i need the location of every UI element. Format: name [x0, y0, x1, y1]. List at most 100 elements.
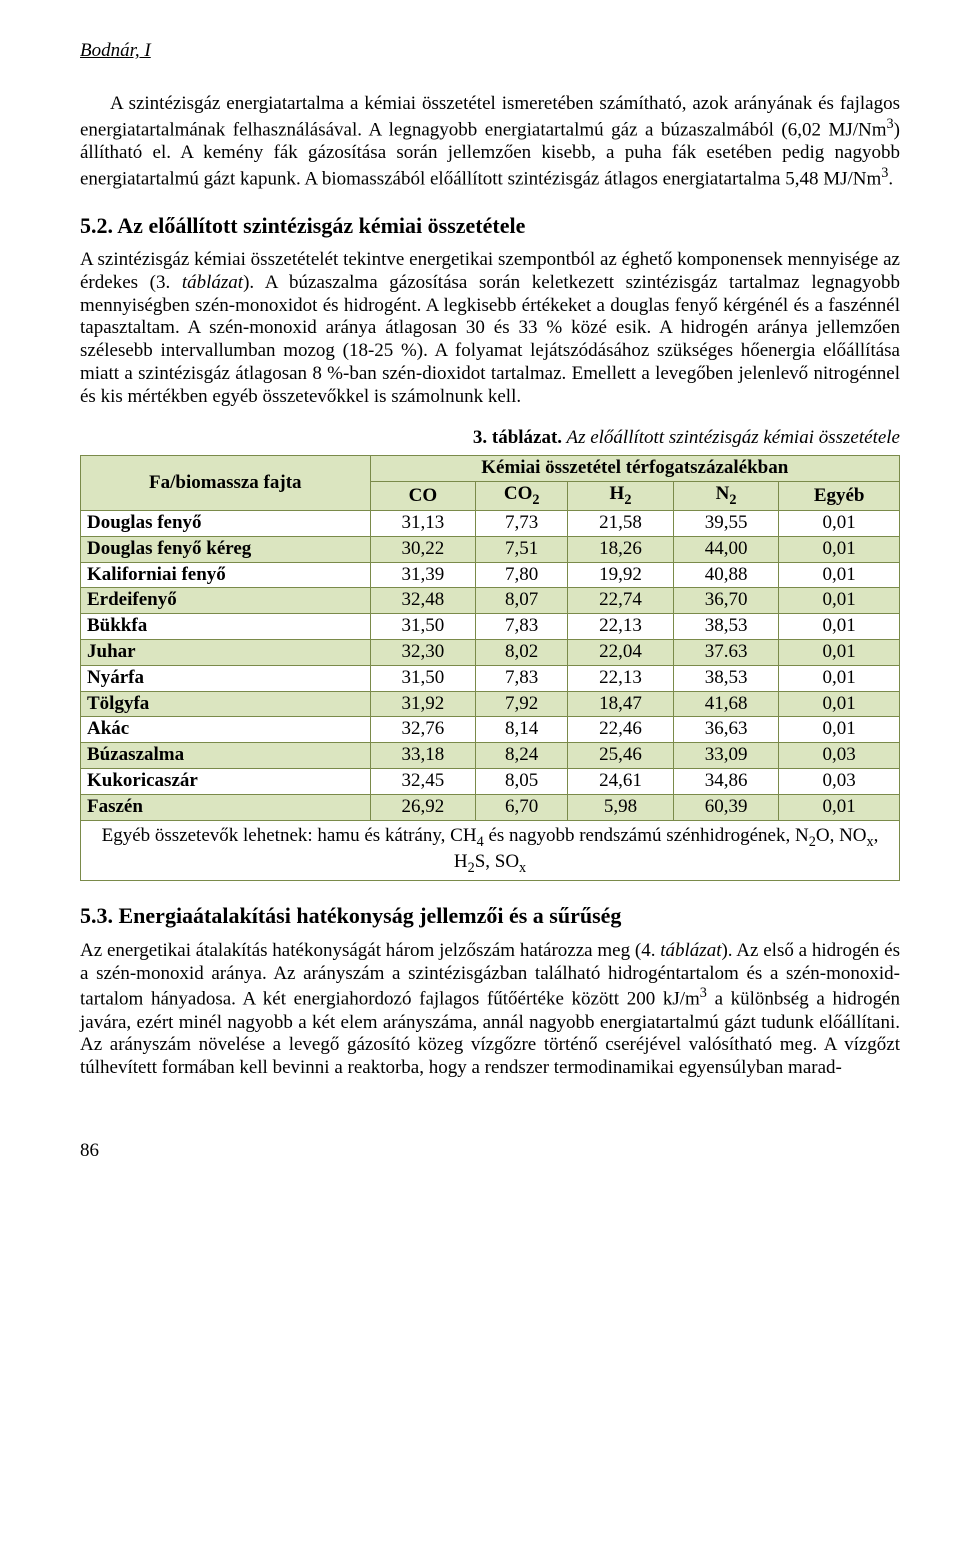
table-row: Bükkfa31,507,8322,1338,530,01 [81, 614, 900, 640]
paragraph-1: A szintézisgáz energiatartalma a kémiai … [80, 93, 900, 191]
cell: 22,74 [568, 588, 674, 614]
cell: 0,01 [779, 511, 900, 537]
col-header-material: Fa/biomassza fajta [81, 456, 371, 511]
col-header-2: H2 [568, 482, 674, 511]
row-label: Nyárfa [81, 665, 371, 691]
row-label: Bükkfa [81, 614, 371, 640]
table-row: Akác32,768,1422,4636,630,01 [81, 717, 900, 743]
table-row: Erdeifenyő32,488,0722,7436,700,01 [81, 588, 900, 614]
cell: 7,73 [476, 511, 568, 537]
cell: 0,01 [779, 614, 900, 640]
cell: 0,01 [779, 665, 900, 691]
cell: 34,86 [673, 769, 779, 795]
row-label: Kaliforniai fenyő [81, 562, 371, 588]
cell: 31,92 [370, 691, 476, 717]
cell: 31,50 [370, 614, 476, 640]
cell: 8,14 [476, 717, 568, 743]
row-label: Douglas fenyő [81, 511, 371, 537]
cell: 19,92 [568, 562, 674, 588]
cell: 36,70 [673, 588, 779, 614]
cell: 18,47 [568, 691, 674, 717]
cell: 24,61 [568, 769, 674, 795]
paragraph-2: A szintézisgáz kémiai összetételét tekin… [80, 249, 900, 409]
table-row: Juhar32,308,0222,0437.630,01 [81, 640, 900, 666]
cell: 0,01 [779, 691, 900, 717]
row-label: Kukoricaszár [81, 769, 371, 795]
cell: 38,53 [673, 665, 779, 691]
col-header-0: CO [370, 482, 476, 511]
row-label: Erdeifenyő [81, 588, 371, 614]
cell: 32,48 [370, 588, 476, 614]
cell: 38,53 [673, 614, 779, 640]
table-row: Nyárfa31,507,8322,1338,530,01 [81, 665, 900, 691]
author-header: Bodnár, I [80, 40, 900, 63]
cell: 7,83 [476, 614, 568, 640]
paragraph-3: Az energetikai átalakítás hatékonyságát … [80, 940, 900, 1080]
cell: 60,39 [673, 794, 779, 820]
cell: 40,88 [673, 562, 779, 588]
col-header-1: CO2 [476, 482, 568, 511]
row-label: Juhar [81, 640, 371, 666]
cell: 8,24 [476, 743, 568, 769]
table-row: Douglas fenyő31,137,7321,5839,550,01 [81, 511, 900, 537]
cell: 44,00 [673, 536, 779, 562]
cell: 31,50 [370, 665, 476, 691]
cell: 39,55 [673, 511, 779, 537]
cell: 22,46 [568, 717, 674, 743]
cell: 0,01 [779, 640, 900, 666]
cell: 6,70 [476, 794, 568, 820]
cell: 7,92 [476, 691, 568, 717]
cell: 25,46 [568, 743, 674, 769]
cell: 5,98 [568, 794, 674, 820]
cell: 26,92 [370, 794, 476, 820]
cell: 0,01 [779, 717, 900, 743]
cell: 33,18 [370, 743, 476, 769]
page-number: 86 [80, 1140, 900, 1163]
cell: 22,13 [568, 614, 674, 640]
composition-table: Fa/biomassza fajta Kémiai összetétel tér… [80, 455, 900, 881]
cell: 22,13 [568, 665, 674, 691]
cell: 0,03 [779, 743, 900, 769]
cell: 0,03 [779, 769, 900, 795]
cell: 22,04 [568, 640, 674, 666]
cell: 18,26 [568, 536, 674, 562]
table-row: Faszén26,926,705,9860,390,01 [81, 794, 900, 820]
table-caption: 3. táblázat. Az előállított szintézisgáz… [80, 427, 900, 450]
cell: 0,01 [779, 562, 900, 588]
cell: 7,83 [476, 665, 568, 691]
table-caption-text: Az előállított szintézisgáz kémiai össze… [562, 427, 900, 448]
cell: 36,63 [673, 717, 779, 743]
cell: 33,09 [673, 743, 779, 769]
cell: 0,01 [779, 536, 900, 562]
cell: 21,58 [568, 511, 674, 537]
row-label: Faszén [81, 794, 371, 820]
col-header-group: Kémiai összetétel térfogatszázalékban [370, 456, 899, 482]
section-5-2-title: 5.2. Az előállított szintézisgáz kémiai … [80, 213, 900, 239]
cell: 41,68 [673, 691, 779, 717]
cell: 32,30 [370, 640, 476, 666]
cell: 30,22 [370, 536, 476, 562]
cell: 31,39 [370, 562, 476, 588]
table-row: Kaliforniai fenyő31,397,8019,9240,880,01 [81, 562, 900, 588]
cell: 8,07 [476, 588, 568, 614]
cell: 0,01 [779, 588, 900, 614]
cell: 8,05 [476, 769, 568, 795]
cell: 7,51 [476, 536, 568, 562]
table-caption-number: 3. táblázat. [473, 427, 562, 448]
table-row: Kukoricaszár32,458,0524,6134,860,03 [81, 769, 900, 795]
cell: 31,13 [370, 511, 476, 537]
row-label: Tölgyfa [81, 691, 371, 717]
table-row: Búzaszalma33,188,2425,4633,090,03 [81, 743, 900, 769]
cell: 8,02 [476, 640, 568, 666]
cell: 32,76 [370, 717, 476, 743]
table-row: Douglas fenyő kéreg30,227,5118,2644,000,… [81, 536, 900, 562]
cell: 37.63 [673, 640, 779, 666]
row-label: Búzaszalma [81, 743, 371, 769]
cell: 32,45 [370, 769, 476, 795]
row-label: Akác [81, 717, 371, 743]
table-row: Tölgyfa31,927,9218,4741,680,01 [81, 691, 900, 717]
row-label: Douglas fenyő kéreg [81, 536, 371, 562]
table-footnote: Egyéb összetevők lehetnek: hamu és kátrá… [81, 820, 900, 881]
cell: 0,01 [779, 794, 900, 820]
col-header-4: Egyéb [779, 482, 900, 511]
